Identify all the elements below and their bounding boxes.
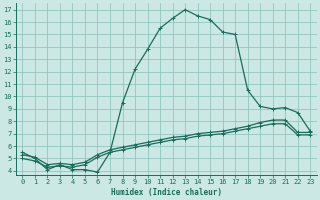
X-axis label: Humidex (Indice chaleur): Humidex (Indice chaleur)	[111, 188, 222, 197]
